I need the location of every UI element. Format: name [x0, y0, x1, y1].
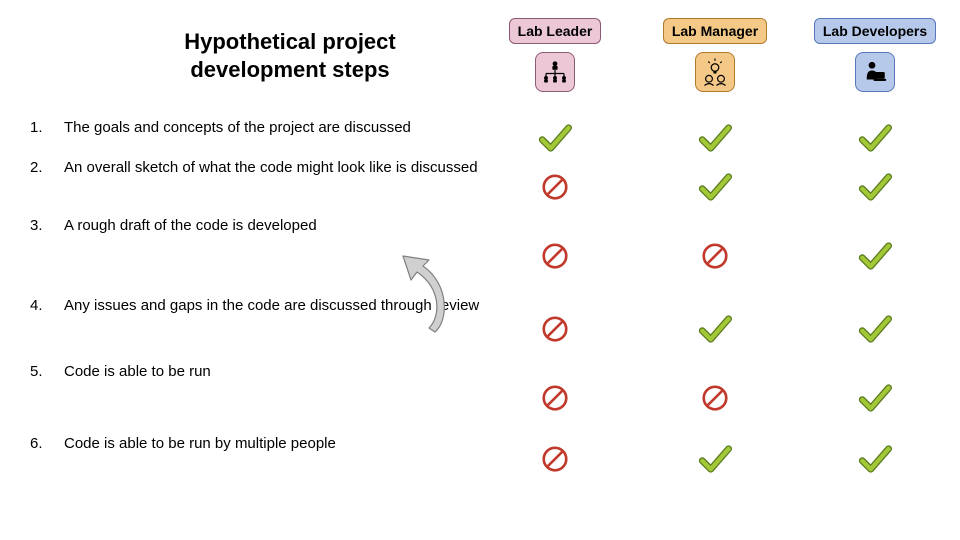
check-icon [858, 158, 892, 216]
prohibit-icon [540, 362, 570, 434]
prohibit-icon [700, 216, 730, 296]
step-number: 4. [30, 296, 50, 316]
check-icon [858, 118, 892, 158]
step-row: 1. The goals and concepts of the project … [30, 118, 490, 158]
prohibit-icon [540, 158, 570, 216]
step-text: Any issues and gaps in the code are disc… [64, 296, 490, 316]
mark-column [660, 118, 770, 484]
role-label: Lab Manager [663, 18, 767, 44]
step-text: Code is able to be run by multiple peopl… [64, 434, 490, 454]
role-column: Lab Leader [500, 18, 610, 92]
step-row: 5. Code is able to be run [30, 362, 490, 434]
prohibit-icon [540, 296, 570, 362]
check-icon [858, 362, 892, 434]
step-text: A rough draft of the code is developed [64, 216, 490, 236]
prohibit-icon [540, 434, 570, 484]
step-text: An overall sketch of what the code might… [64, 158, 490, 178]
prohibit-icon [540, 216, 570, 296]
step-number: 5. [30, 362, 50, 382]
step-number: 6. [30, 434, 50, 454]
step-text: Code is able to be run [64, 362, 490, 382]
step-text: The goals and concepts of the project ar… [64, 118, 490, 138]
check-icon [698, 118, 732, 158]
laptop-user-icon [855, 52, 895, 92]
check-icon [698, 296, 732, 362]
role-column: Lab Manager [660, 18, 770, 92]
role-label: Lab Developers [814, 18, 936, 44]
check-icon [858, 216, 892, 296]
role-column: Lab Developers [820, 18, 930, 92]
check-icon [698, 434, 732, 484]
role-label: Lab Leader [509, 18, 602, 44]
step-number: 3. [30, 216, 50, 236]
steps-list: 1. The goals and concepts of the project … [30, 118, 490, 484]
step-row: 2. An overall sketch of what the code mig… [30, 158, 490, 216]
check-icon [858, 434, 892, 484]
check-icon [858, 296, 892, 362]
check-icon [538, 118, 572, 158]
step-number: 1. [30, 118, 50, 138]
step-row: 4. Any issues and gaps in the code are di… [30, 296, 490, 362]
mark-column [500, 118, 610, 484]
brainstorm-icon [695, 52, 735, 92]
check-icon [698, 158, 732, 216]
role-header-row: Lab Leader Lab Manager Lab Developers [500, 18, 930, 92]
mark-column [820, 118, 930, 484]
marks-grid [500, 118, 930, 484]
step-row: 6. Code is able to be run by multiple peo… [30, 434, 490, 484]
page-title: Hypothetical project development steps [130, 28, 450, 83]
hierarchy-icon [535, 52, 575, 92]
step-row: 3. A rough draft of the code is developed [30, 216, 490, 296]
step-number: 2. [30, 158, 50, 178]
prohibit-icon [700, 362, 730, 434]
